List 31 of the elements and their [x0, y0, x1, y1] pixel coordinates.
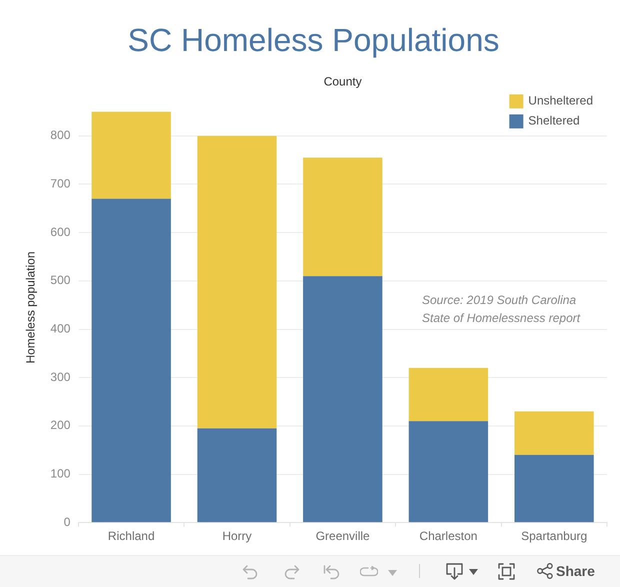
x-tick-label: Charleston [419, 529, 478, 544]
y-tick-label: 300 [50, 370, 71, 384]
legend-label: Sheltered [528, 114, 580, 128]
y-tick-label: 800 [50, 128, 71, 142]
y-axis-title: Homeless population [24, 251, 38, 364]
y-tick-label: 0 [64, 514, 71, 529]
bar [92, 112, 171, 199]
y-tick-label: 400 [50, 322, 71, 336]
bar [514, 454, 594, 522]
bar [197, 136, 277, 428]
legend-label: Unsheltered [528, 94, 594, 108]
text: Share [556, 563, 595, 580]
x-tick-label: Spartanburg [521, 529, 588, 544]
bar [303, 158, 382, 276]
x-tick-label: Horry [222, 529, 252, 544]
y-tick-label: 600 [50, 224, 71, 239]
y-tick-label: 500 [50, 273, 71, 288]
x-axis-title: County [324, 74, 362, 89]
bar [303, 276, 382, 522]
x-tick-label: Greenville [316, 529, 370, 544]
chart-title: SC Homeless Populations [128, 22, 500, 58]
x-tick-label: Richland [108, 529, 155, 544]
bar [408, 421, 488, 522]
y-tick-label: 700 [50, 176, 71, 191]
bar [408, 368, 488, 422]
bar [92, 198, 171, 522]
bar [197, 428, 277, 522]
annotation: Source: 2019 South Carolina State of Homelessness report [422, 292, 581, 325]
y-tick-label: 200 [50, 418, 71, 432]
bar [514, 411, 594, 455]
y-tick-label: 100 [50, 466, 71, 481]
